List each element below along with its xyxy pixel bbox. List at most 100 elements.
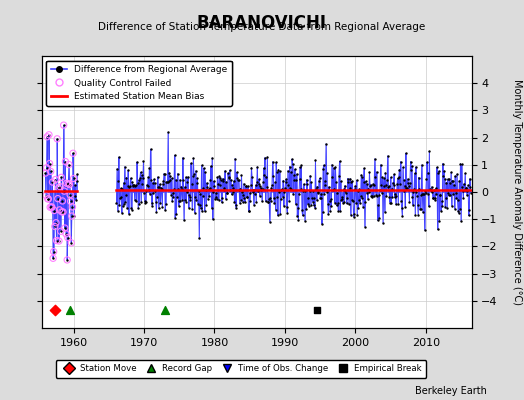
Point (43, 134, 51, 140)
Point (149, 180, 157, 186)
Point (316, 195, 325, 202)
Point (48, 179, 57, 185)
Point (128, 179, 137, 185)
Point (346, 212, 355, 218)
Point (378, 190, 386, 196)
Point (62, 231, 70, 237)
Point (130, 197, 139, 203)
Point (305, 202, 313, 209)
Point (309, 188, 318, 195)
Point (422, 176, 431, 183)
Point (433, 164, 441, 170)
Point (323, 188, 331, 195)
Point (359, 179, 368, 185)
Point (245, 208, 253, 214)
Point (171, 214, 179, 221)
Point (312, 186, 320, 192)
Point (405, 198, 413, 205)
Point (356, 200, 364, 206)
Point (197, 205, 205, 212)
Point (301, 218, 309, 224)
Point (285, 198, 293, 204)
Point (400, 188, 408, 194)
Point (143, 182, 151, 188)
Point (199, 193, 207, 200)
Point (389, 182, 398, 188)
Point (187, 160, 195, 167)
Point (337, 194, 346, 200)
Point (298, 207, 306, 214)
Point (303, 181, 311, 188)
Point (272, 159, 280, 166)
Point (61, 158, 70, 165)
Point (342, 190, 350, 196)
Point (64, 180, 72, 187)
Point (192, 197, 201, 204)
Point (246, 197, 254, 204)
Point (453, 197, 462, 204)
Point (417, 206, 425, 212)
Point (174, 203, 183, 209)
Point (414, 174, 423, 181)
Point (161, 207, 169, 214)
Point (274, 212, 282, 219)
Point (156, 200, 165, 206)
Point (72, 197, 80, 203)
Point (57, 228, 65, 234)
Point (446, 192, 455, 198)
Point (300, 181, 308, 187)
Point (347, 178, 355, 185)
Point (442, 194, 450, 201)
Point (447, 203, 456, 209)
Point (176, 176, 184, 183)
Point (56, 207, 64, 213)
Point (49, 248, 58, 255)
Point (188, 206, 196, 212)
Point (399, 164, 407, 171)
Point (391, 191, 399, 197)
Point (60, 188, 69, 194)
Point (284, 182, 292, 188)
Point (320, 162, 328, 168)
Point (376, 162, 385, 168)
Point (461, 170, 470, 176)
Point (146, 146, 155, 152)
Point (362, 178, 370, 184)
Point (371, 174, 379, 180)
Point (424, 203, 433, 210)
Point (67, 240, 75, 246)
Point (354, 205, 363, 211)
Point (66, 192, 74, 198)
Point (165, 170, 173, 176)
Point (368, 194, 376, 200)
Point (346, 175, 354, 182)
Point (355, 186, 364, 192)
Point (402, 185, 411, 191)
Point (455, 178, 463, 184)
Point (351, 183, 359, 189)
Point (265, 196, 274, 202)
Point (47, 204, 56, 210)
Point (463, 188, 472, 194)
Point (133, 159, 141, 165)
Point (62, 180, 71, 186)
Point (428, 189, 436, 195)
Point (58, 198, 67, 204)
Point (115, 202, 124, 208)
Point (380, 175, 388, 182)
Point (253, 179, 261, 185)
Point (42, 192, 50, 199)
Point (232, 202, 240, 208)
Point (160, 170, 168, 177)
Point (135, 201, 144, 208)
Point (190, 209, 199, 216)
Point (389, 180, 397, 186)
Point (407, 166, 416, 173)
Point (367, 193, 375, 199)
Point (330, 164, 338, 171)
Point (335, 158, 344, 164)
Point (283, 168, 292, 174)
Point (159, 178, 168, 185)
Point (291, 201, 300, 208)
Point (59, 122, 68, 128)
